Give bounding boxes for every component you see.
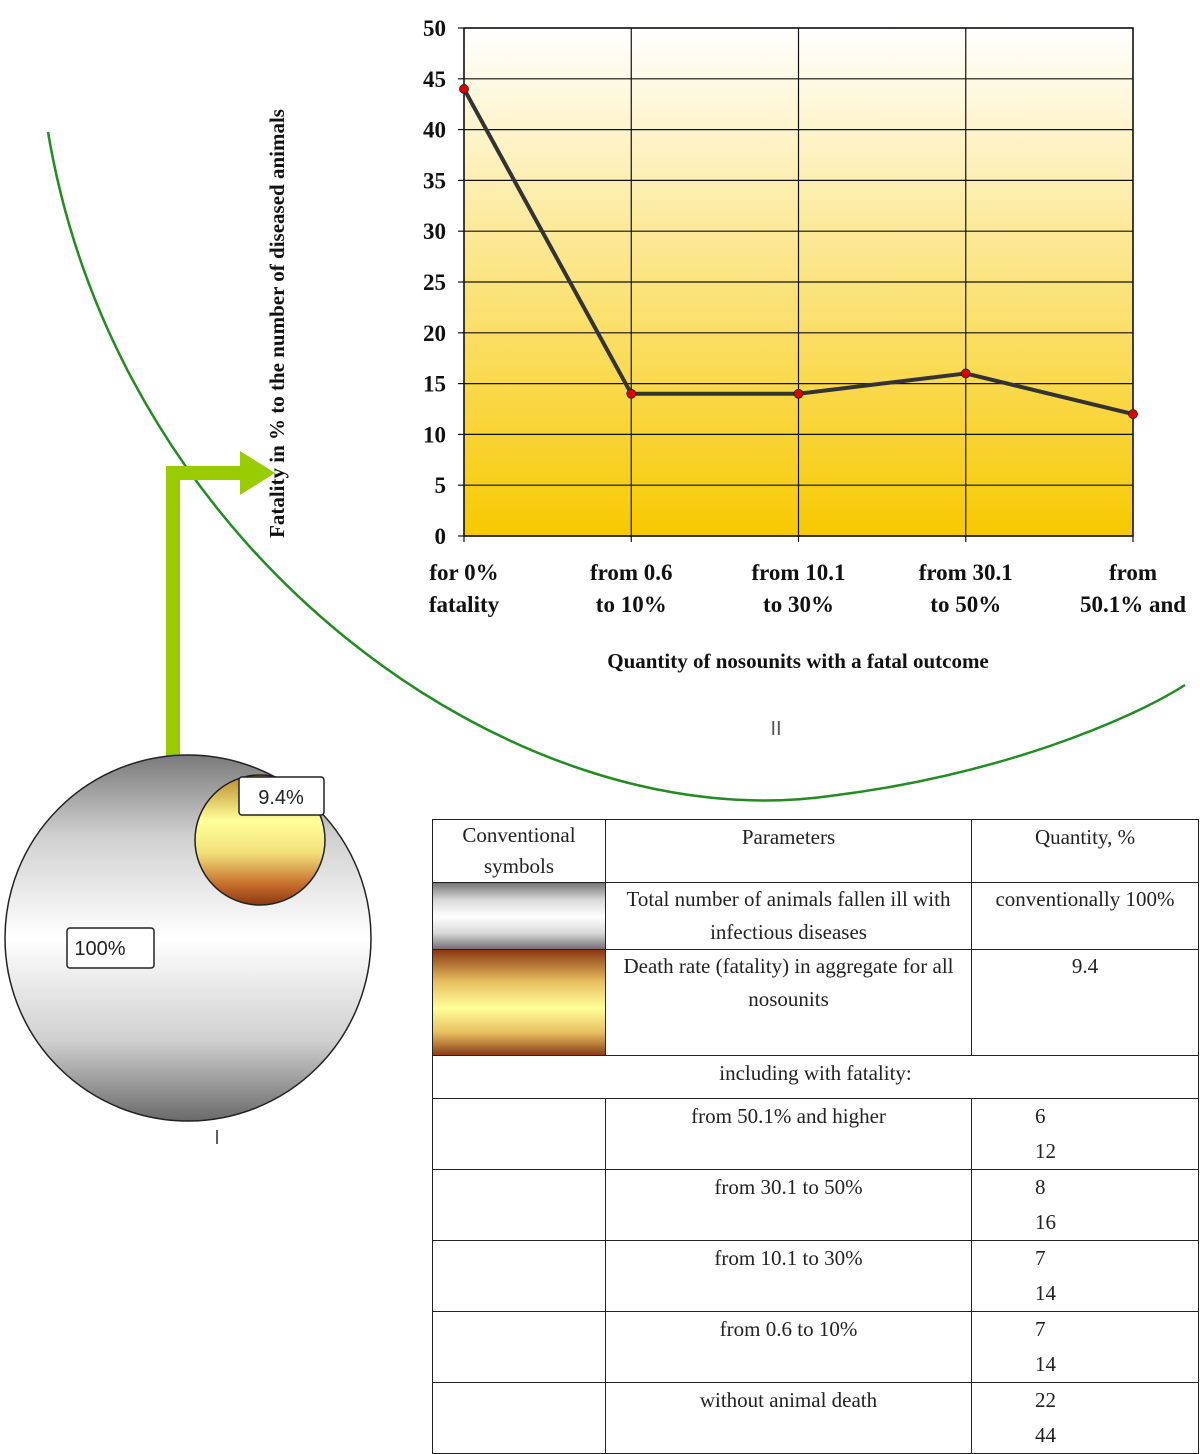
- big-circle-label: 100%: [74, 938, 125, 960]
- x-axis: for 0% fatality from 0.6 to 10% from 10.1 to …: [429, 560, 1186, 617]
- x-tick-label: from 0.6 to 10%: [590, 560, 673, 617]
- breakdown-quantity: 612: [971, 1098, 1199, 1170]
- breakdown-count: 8: [1035, 1175, 1046, 1199]
- breakdown-percent: 44: [1035, 1423, 1056, 1447]
- breakdown-label: from 30.1 to 50%: [605, 1169, 972, 1241]
- symbol-grey-swatch: [432, 882, 606, 950]
- breakdown-quantity: 714: [971, 1311, 1199, 1383]
- legend-row-total: Total number of animals fallen ill with …: [432, 882, 1199, 950]
- part-two-label: II: [770, 718, 781, 740]
- legend-row-fatality: Death rate (fatality) in aggregate for a…: [432, 949, 1199, 1056]
- data-point: [960, 368, 971, 379]
- breakdown-rows: from 50.1% and higher 612 from 30.1 to 50%…: [432, 1098, 1199, 1454]
- param-fatality: Death rate (fatality) in aggregate for a…: [605, 949, 972, 1056]
- breakdown-label: without animal death: [605, 1382, 972, 1454]
- including-label: including with fatality:: [432, 1055, 1199, 1099]
- y-tick-label: 45: [423, 67, 446, 92]
- y-axis: 0 5 10 15 20 25 30 35 40 45 50: [423, 16, 464, 549]
- y-axis-title: Fatality in % to the number of diseased …: [265, 109, 289, 538]
- header-symbols: Conventional symbols: [432, 819, 606, 883]
- data-point: [793, 388, 804, 399]
- legend-table: Conventional symbols Parameters Quantity…: [432, 819, 1199, 1454]
- breakdown-label: from 10.1 to 30%: [605, 1240, 972, 1312]
- y-tick-label: 40: [423, 118, 446, 143]
- breakdown-row: without animal death 2244: [432, 1382, 1199, 1454]
- quantity-total: conventionally 100%: [971, 882, 1199, 950]
- breakdown-percent: 14: [1035, 1352, 1056, 1376]
- breakdown-count: 7: [1035, 1246, 1046, 1270]
- figure-canvas: 0 5 10 15 20 25 30 35 40 45 50 for 0% fatality from …: [4, 16, 1186, 1149]
- y-tick-label: 0: [435, 524, 447, 549]
- legend-header-row: Conventional symbols Parameters Quantity…: [432, 819, 1199, 883]
- y-tick-label: 10: [423, 422, 446, 447]
- breakdown-count: 22: [1035, 1388, 1056, 1412]
- big-circle-label-box: [66, 927, 155, 969]
- y-tick-label: 25: [423, 270, 446, 295]
- data-point: [626, 388, 637, 399]
- x-tick-label: from 30.1 to 50%: [919, 560, 1013, 617]
- quantity-fatality: 9.4: [971, 949, 1199, 1056]
- y-tick-label: 30: [423, 219, 446, 244]
- y-tick-label: 20: [423, 321, 446, 346]
- header-parameters: Parameters: [605, 819, 972, 883]
- breakdown-row: from 30.1 to 50% 816: [432, 1169, 1199, 1241]
- symbol-empty: [432, 1311, 606, 1383]
- small-circle-label: 9.4%: [258, 787, 304, 809]
- breakdown-percent: 14: [1035, 1281, 1056, 1305]
- symbol-brown-swatch: [432, 949, 606, 1056]
- y-tick-label: 35: [423, 168, 446, 193]
- including-row: including with fatality:: [432, 1055, 1199, 1099]
- param-total: Total number of animals fallen ill with …: [605, 882, 972, 950]
- series-fatality: [459, 84, 1138, 419]
- breakdown-quantity: 816: [971, 1169, 1199, 1241]
- breakdown-percent: 12: [1035, 1139, 1056, 1163]
- part-one-label: I: [214, 1127, 220, 1149]
- y-tick-label: 15: [423, 372, 446, 397]
- x-tick-label: from 50.1% and: [1080, 560, 1186, 617]
- breakdown-label: from 0.6 to 10%: [605, 1311, 972, 1383]
- small-circle-label-box: [238, 776, 325, 816]
- breakdown-row: from 0.6 to 10% 714: [432, 1311, 1199, 1383]
- green-arc: [46, 131, 1186, 802]
- breakdown-quantity: 2244: [971, 1382, 1199, 1454]
- breakdown-label: from 50.1% and higher: [605, 1098, 972, 1170]
- breakdown-row: from 50.1% and higher 612: [432, 1098, 1199, 1170]
- y-tick-label: 5: [435, 473, 447, 498]
- breakdown-percent: 16: [1035, 1210, 1056, 1234]
- x-tick-label: for 0% fatality: [429, 560, 500, 617]
- x-axis-title: Quantity of nosounits with a fatal outco…: [607, 649, 989, 673]
- breakdown-row: from 10.1 to 30% 714: [432, 1240, 1199, 1312]
- x-tick-label: from 10.1 to 30%: [751, 560, 845, 617]
- data-point: [1128, 409, 1138, 419]
- symbol-empty: [432, 1382, 606, 1454]
- breakdown-count: 6: [1035, 1104, 1046, 1128]
- arrow-head-icon: [240, 451, 275, 495]
- y-tick-label: 50: [423, 16, 446, 41]
- data-point: [459, 84, 469, 94]
- symbol-empty: [432, 1098, 606, 1170]
- symbol-empty: [432, 1169, 606, 1241]
- breakdown-count: 7: [1035, 1317, 1046, 1341]
- symbol-empty: [432, 1240, 606, 1312]
- breakdown-quantity: 714: [971, 1240, 1199, 1312]
- green-arrow: [166, 466, 250, 756]
- grid: [463, 27, 1134, 542]
- header-quantity: Quantity, %: [971, 819, 1199, 883]
